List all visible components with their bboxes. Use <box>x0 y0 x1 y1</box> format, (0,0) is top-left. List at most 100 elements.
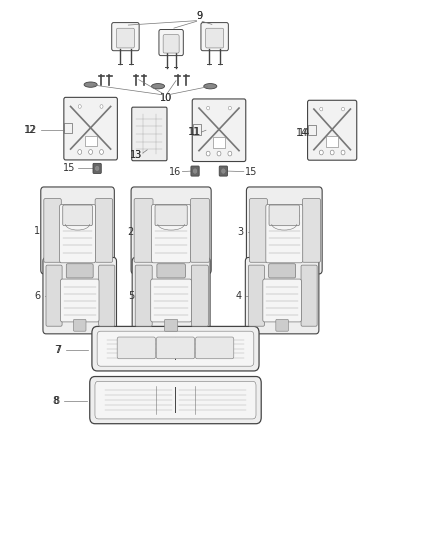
Text: 4: 4 <box>235 291 241 301</box>
FancyBboxPatch shape <box>245 257 319 334</box>
FancyBboxPatch shape <box>152 205 191 263</box>
Circle shape <box>78 150 82 155</box>
Text: 8: 8 <box>53 395 60 406</box>
FancyBboxPatch shape <box>132 257 210 334</box>
FancyBboxPatch shape <box>308 125 316 135</box>
FancyBboxPatch shape <box>326 136 338 147</box>
Circle shape <box>228 151 232 156</box>
FancyBboxPatch shape <box>60 279 99 322</box>
FancyBboxPatch shape <box>266 205 303 263</box>
FancyBboxPatch shape <box>263 279 301 322</box>
FancyBboxPatch shape <box>95 381 256 419</box>
Ellipse shape <box>204 84 217 89</box>
FancyBboxPatch shape <box>268 264 296 278</box>
FancyBboxPatch shape <box>192 99 246 161</box>
FancyBboxPatch shape <box>247 187 322 274</box>
Text: 16: 16 <box>170 167 182 176</box>
Text: 11: 11 <box>187 127 200 138</box>
Text: 13: 13 <box>130 150 142 160</box>
FancyBboxPatch shape <box>60 205 95 263</box>
FancyBboxPatch shape <box>92 326 259 371</box>
FancyBboxPatch shape <box>99 265 115 326</box>
Ellipse shape <box>84 82 97 87</box>
FancyBboxPatch shape <box>90 376 261 424</box>
FancyBboxPatch shape <box>206 28 224 48</box>
FancyBboxPatch shape <box>134 199 153 262</box>
Text: 9: 9 <box>196 11 202 21</box>
Text: 13: 13 <box>130 150 142 160</box>
Circle shape <box>342 107 345 111</box>
FancyBboxPatch shape <box>156 337 194 359</box>
FancyBboxPatch shape <box>191 265 208 326</box>
Text: 6: 6 <box>35 290 41 301</box>
FancyBboxPatch shape <box>95 199 113 262</box>
FancyBboxPatch shape <box>191 166 199 176</box>
FancyBboxPatch shape <box>303 199 321 262</box>
FancyBboxPatch shape <box>93 164 101 173</box>
Circle shape <box>217 151 221 156</box>
Circle shape <box>206 151 210 156</box>
Circle shape <box>100 104 103 108</box>
FancyBboxPatch shape <box>63 205 92 225</box>
Text: 8: 8 <box>53 395 59 406</box>
Text: 14: 14 <box>297 128 309 138</box>
FancyBboxPatch shape <box>248 265 265 326</box>
FancyBboxPatch shape <box>165 319 178 331</box>
FancyBboxPatch shape <box>155 205 187 225</box>
FancyBboxPatch shape <box>85 135 97 146</box>
Circle shape <box>341 150 345 155</box>
FancyBboxPatch shape <box>269 205 300 225</box>
Text: 1: 1 <box>35 226 41 236</box>
Text: 15: 15 <box>63 164 75 173</box>
Text: 2: 2 <box>127 227 133 237</box>
Circle shape <box>99 150 103 155</box>
FancyBboxPatch shape <box>219 166 227 176</box>
Circle shape <box>222 169 225 173</box>
FancyBboxPatch shape <box>132 107 167 161</box>
Circle shape <box>320 107 323 111</box>
Text: 10: 10 <box>160 93 172 103</box>
FancyBboxPatch shape <box>131 187 211 274</box>
FancyBboxPatch shape <box>117 28 134 48</box>
FancyBboxPatch shape <box>64 98 117 160</box>
FancyBboxPatch shape <box>157 264 185 278</box>
FancyBboxPatch shape <box>301 265 317 326</box>
Circle shape <box>330 150 334 155</box>
FancyBboxPatch shape <box>66 264 93 278</box>
FancyBboxPatch shape <box>307 100 357 160</box>
FancyBboxPatch shape <box>41 187 114 274</box>
Circle shape <box>228 106 231 110</box>
FancyBboxPatch shape <box>151 279 191 322</box>
FancyBboxPatch shape <box>276 319 288 331</box>
Ellipse shape <box>152 84 165 89</box>
Circle shape <box>207 106 210 110</box>
Text: 3: 3 <box>237 227 243 237</box>
Text: 12: 12 <box>25 125 37 135</box>
FancyBboxPatch shape <box>159 29 184 55</box>
Circle shape <box>319 150 323 155</box>
FancyBboxPatch shape <box>193 124 201 135</box>
FancyBboxPatch shape <box>46 265 62 326</box>
FancyBboxPatch shape <box>191 199 209 262</box>
Text: 14: 14 <box>298 128 310 138</box>
FancyBboxPatch shape <box>213 137 225 148</box>
Text: 11: 11 <box>189 127 201 137</box>
Text: 5: 5 <box>128 290 134 301</box>
FancyBboxPatch shape <box>195 337 234 359</box>
Text: 15: 15 <box>244 167 257 176</box>
Circle shape <box>95 166 99 171</box>
Text: 12: 12 <box>24 125 36 135</box>
FancyBboxPatch shape <box>44 199 61 262</box>
Circle shape <box>78 104 81 108</box>
FancyBboxPatch shape <box>97 331 254 366</box>
FancyBboxPatch shape <box>250 199 267 262</box>
FancyBboxPatch shape <box>74 319 86 331</box>
FancyBboxPatch shape <box>135 265 152 326</box>
FancyBboxPatch shape <box>163 35 179 53</box>
Text: 9: 9 <box>196 11 202 21</box>
FancyBboxPatch shape <box>112 22 139 51</box>
FancyBboxPatch shape <box>43 257 117 334</box>
Text: 7: 7 <box>55 345 61 355</box>
FancyBboxPatch shape <box>117 337 155 359</box>
Text: 7: 7 <box>54 345 60 355</box>
